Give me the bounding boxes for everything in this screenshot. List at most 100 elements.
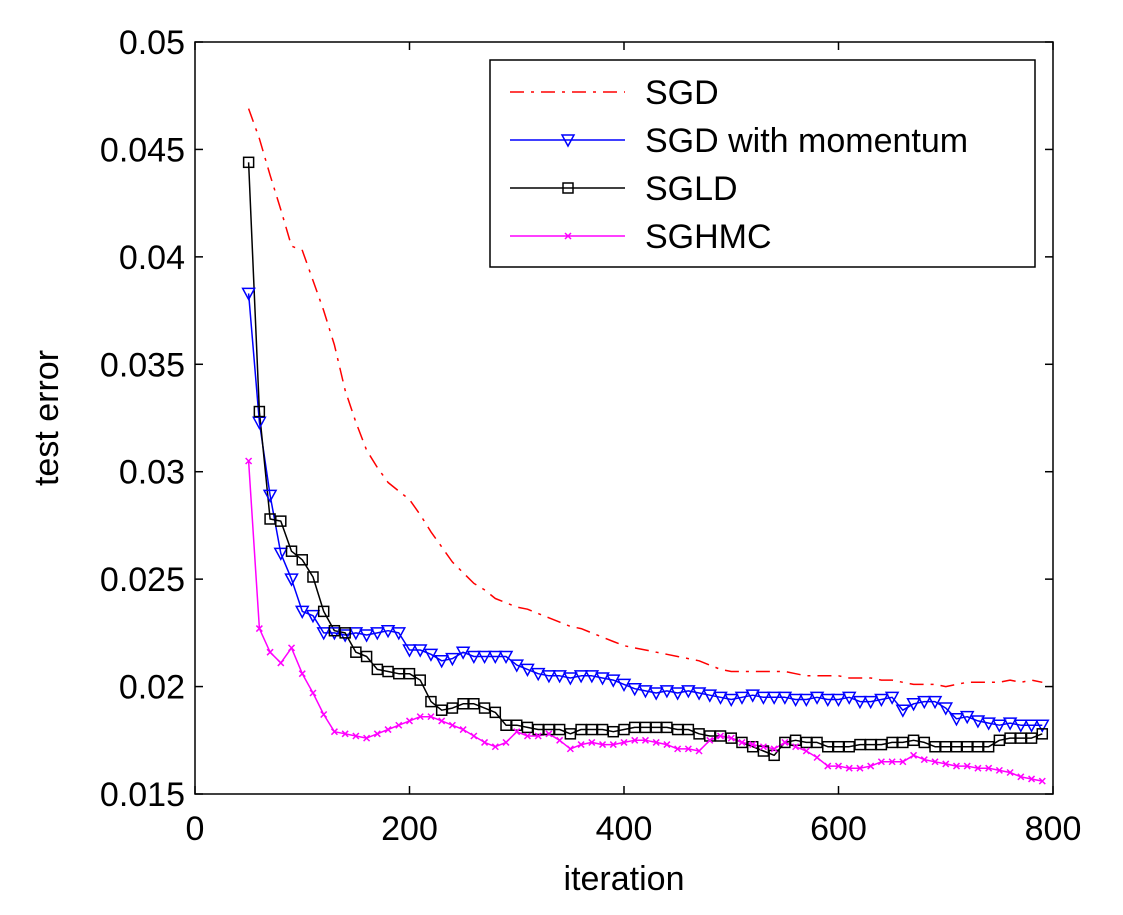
data-point-sgd-with-momentum xyxy=(949,713,964,727)
data-point-sghmc xyxy=(716,732,725,740)
data-point-sgd-with-momentum xyxy=(981,717,996,731)
data-point-sgd-with-momentum xyxy=(595,672,610,686)
data-point-sgd-with-momentum xyxy=(1002,717,1018,731)
data-point-sgd-with-momentum xyxy=(734,691,750,705)
data-point-sghmc xyxy=(727,734,735,742)
data-point-sgd-with-momentum xyxy=(509,659,525,673)
y-tick-label: 0.05 xyxy=(119,24,185,62)
data-point-sgld xyxy=(285,545,298,557)
data-point-sghmc xyxy=(942,760,950,768)
data-point-sgd-with-momentum xyxy=(799,693,814,708)
data-point-sghmc xyxy=(813,753,821,762)
data-point-sghmc xyxy=(759,743,767,751)
data-point-sgd-with-momentum xyxy=(563,672,578,686)
data-point-sgd-with-momentum xyxy=(402,644,417,658)
data-point-sgd-with-momentum xyxy=(638,685,653,699)
legend-marker-sghmc xyxy=(564,232,572,240)
data-point-sghmc xyxy=(877,758,885,766)
data-point-sgd-with-momentum xyxy=(584,670,600,684)
x-tick-label: 400 xyxy=(596,810,653,848)
data-point-sgd-with-momentum xyxy=(777,691,793,705)
data-point-sgd-with-momentum xyxy=(627,682,642,697)
x-axis-label: iteration xyxy=(564,860,685,898)
data-point-sgd-with-momentum xyxy=(552,670,567,684)
data-point-sgd-with-momentum xyxy=(391,627,407,641)
y-tick-label: 0.03 xyxy=(119,454,185,492)
data-point-sgd-with-momentum xyxy=(477,650,492,665)
data-point-sghmc xyxy=(749,741,757,749)
data-point-sgd-with-momentum xyxy=(917,695,932,710)
data-point-sgld xyxy=(307,571,319,583)
data-point-sghmc xyxy=(298,670,306,678)
data-point-sgd-with-momentum xyxy=(294,605,310,619)
data-point-sgd-with-momentum xyxy=(370,627,385,641)
data-point-sgd-with-momentum xyxy=(659,685,675,699)
y-tick-label: 0.025 xyxy=(100,561,185,599)
data-point-sgd-with-momentum xyxy=(648,687,664,701)
data-point-sgld xyxy=(489,706,502,719)
data-point-sghmc xyxy=(1028,775,1036,783)
legend: SGD SGD with momentum SGLD SGHMC xyxy=(489,59,1036,268)
data-point-sghmc xyxy=(899,758,907,766)
data-point-sgld xyxy=(253,405,266,418)
data-point-sgd-with-momentum xyxy=(884,691,900,705)
data-point-sghmc xyxy=(363,734,371,742)
data-point-sghmc xyxy=(674,745,682,753)
data-point-sgd-with-momentum xyxy=(745,689,760,703)
data-point-sgd-with-momentum xyxy=(445,652,460,667)
data-point-sgd-with-momentum xyxy=(520,663,535,677)
data-point-sgld xyxy=(1036,728,1049,740)
data-point-sgd-with-momentum xyxy=(820,693,836,708)
data-point-sgd-with-momentum xyxy=(691,687,707,701)
data-point-sgd-with-momentum xyxy=(337,629,353,643)
data-point-sghmc xyxy=(910,751,918,759)
data-point-sgd-with-momentum xyxy=(1013,719,1029,733)
data-point-sghmc xyxy=(770,745,778,753)
data-point-sghmc xyxy=(952,762,961,770)
data-point-sgld xyxy=(768,749,780,762)
data-point-sgd-with-momentum xyxy=(262,489,278,503)
data-point-sgld xyxy=(317,605,330,618)
data-point-sgd-with-momentum xyxy=(809,691,825,705)
data-point-sghmc xyxy=(481,738,489,746)
data-point-sghmc xyxy=(652,738,660,746)
data-point-sghmc xyxy=(491,743,499,751)
data-point-sghmc xyxy=(802,747,810,755)
data-point-sgd-with-momentum xyxy=(895,704,911,718)
legend-box xyxy=(489,59,1036,268)
data-point-sgd-with-momentum xyxy=(723,693,739,708)
data-point-sghmc xyxy=(781,738,789,746)
x-ticks: 0 200 400 600 800 xyxy=(186,42,1082,848)
data-point-sghmc xyxy=(277,659,285,667)
data-point-sghmc xyxy=(384,726,392,734)
data-point-sghmc xyxy=(245,457,253,465)
data-point-sghmc xyxy=(352,732,360,740)
data-point-sghmc xyxy=(545,730,553,738)
x-tick-label: 800 xyxy=(1025,810,1082,848)
data-point-sghmc xyxy=(856,764,864,772)
data-point-sghmc xyxy=(266,648,274,656)
data-point-sgld xyxy=(982,740,995,753)
y-tick-label: 0.02 xyxy=(119,669,185,707)
data-point-sghmc xyxy=(1006,768,1014,777)
data-point-sghmc xyxy=(513,728,521,736)
data-point-sgd-with-momentum xyxy=(284,573,299,587)
y-tick-label: 0.04 xyxy=(119,239,185,277)
data-point-sgld xyxy=(242,156,255,169)
data-point-sghmc xyxy=(920,756,928,764)
data-point-sghmc xyxy=(588,738,596,746)
data-point-sgd-with-momentum xyxy=(316,627,331,641)
data-point-sgd-with-momentum xyxy=(959,710,975,725)
data-point-sgd-with-momentum xyxy=(530,667,546,682)
y-tick-label: 0.045 xyxy=(100,131,185,169)
data-point-sghmc xyxy=(974,764,982,772)
data-point-sghmc xyxy=(448,721,456,729)
data-point-sgd-with-momentum xyxy=(1035,719,1050,733)
data-point-sghmc xyxy=(695,747,703,755)
data-point-sghmc xyxy=(985,764,993,772)
data-point-sgd-with-momentum xyxy=(241,287,256,301)
data-point-sgd-with-momentum xyxy=(327,627,342,641)
data-point-sgd-with-momentum xyxy=(359,629,374,643)
data-point-sgd-with-momentum xyxy=(434,655,449,669)
